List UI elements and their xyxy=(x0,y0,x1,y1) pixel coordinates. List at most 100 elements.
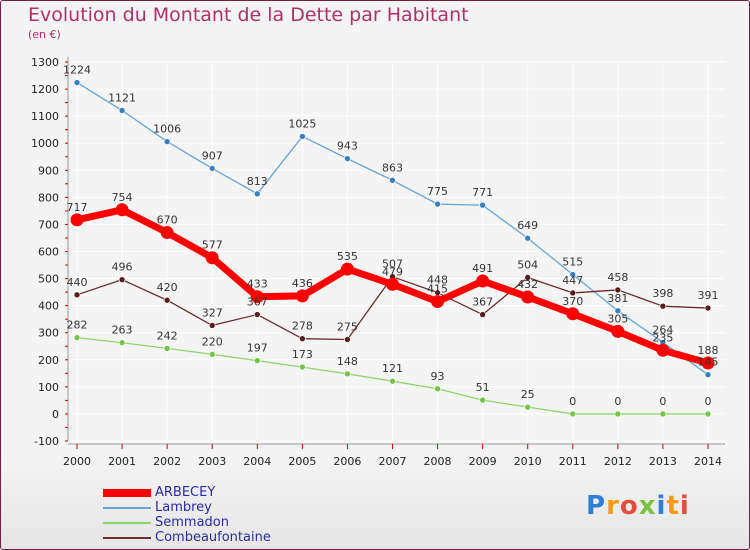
data-label-lambrey: 813 xyxy=(247,175,268,188)
legend-label: Combeaufontaine xyxy=(155,530,271,545)
y-tick-label: 1200 xyxy=(31,83,59,96)
data-point-combeaufontaine xyxy=(704,304,712,312)
data-label-combeaufontaine: 447 xyxy=(562,274,583,287)
data-point-semmadon xyxy=(479,396,486,404)
data-label-combeaufontaine: 507 xyxy=(382,258,403,271)
x-tick-label: 2005 xyxy=(288,455,316,468)
legend-swatch xyxy=(103,489,151,497)
data-point-arbecey xyxy=(250,290,264,304)
data-label-arbecey: 670 xyxy=(157,214,178,227)
data-label-semmadon: 263 xyxy=(112,324,133,337)
y-tick-label: 1000 xyxy=(31,137,59,150)
data-label-lambrey: 775 xyxy=(427,185,448,198)
x-tick-label: 2006 xyxy=(333,455,361,468)
y-tick-label: 1100 xyxy=(31,110,59,123)
x-tick-label: 2007 xyxy=(378,455,406,468)
logo-letter: r xyxy=(606,491,620,521)
data-point-lambrey xyxy=(569,271,577,278)
data-point-semmadon xyxy=(118,339,126,347)
data-label-arbecey: 433 xyxy=(247,278,268,291)
logo-letter: t xyxy=(666,491,680,521)
data-label-arbecey: 370 xyxy=(562,295,583,308)
data-point-arbecey xyxy=(566,307,580,321)
data-point-lambrey xyxy=(163,138,171,145)
data-label-lambrey: 649 xyxy=(517,219,538,232)
x-tick-label: 2008 xyxy=(424,455,452,468)
y-tick-label: 600 xyxy=(38,246,59,259)
data-label-lambrey: 145 xyxy=(697,356,718,369)
legend-label: ARBECEY xyxy=(155,485,216,500)
x-tick-label: 2014 xyxy=(694,455,722,468)
data-point-combeaufontaine xyxy=(208,322,216,329)
data-label-arbecey: 436 xyxy=(292,277,313,290)
legend-label: Semmadon xyxy=(155,515,229,530)
data-point-arbecey xyxy=(205,251,219,265)
y-tick-label: 200 xyxy=(38,354,59,367)
data-point-lambrey xyxy=(614,307,622,315)
data-point-lambrey xyxy=(344,155,351,162)
data-label-semmadon: 0 xyxy=(569,395,576,408)
data-point-arbecey xyxy=(656,343,670,357)
data-label-semmadon: 51 xyxy=(476,381,490,394)
data-label-combeaufontaine: 367 xyxy=(472,296,493,309)
data-point-lambrey xyxy=(434,200,441,208)
x-tick-label: 2009 xyxy=(469,455,497,468)
data-point-semmadon xyxy=(704,410,712,418)
data-label-arbecey: 754 xyxy=(112,191,133,204)
data-label-arbecey: 415 xyxy=(427,283,448,296)
data-label-lambrey: 907 xyxy=(202,149,223,162)
data-label-semmadon: 220 xyxy=(202,335,223,348)
data-point-semmadon xyxy=(614,410,622,418)
y-tick-label: 700 xyxy=(38,218,59,231)
data-point-semmadon xyxy=(344,370,351,378)
legend-swatch xyxy=(103,507,151,509)
legend-label: Lambrey xyxy=(155,500,212,515)
data-point-combeaufontaine xyxy=(299,335,306,342)
data-point-combeaufontaine xyxy=(524,274,532,281)
data-point-arbecey xyxy=(295,289,309,303)
data-point-semmadon xyxy=(524,403,532,411)
data-point-lambrey xyxy=(253,190,261,198)
data-point-combeaufontaine xyxy=(118,276,126,283)
chart-title: Evolution du Montant de la Dette par Hab… xyxy=(28,4,469,26)
data-label-lambrey: 1121 xyxy=(108,91,136,104)
data-label-arbecey: 577 xyxy=(202,239,223,252)
data-point-semmadon xyxy=(569,410,577,418)
data-point-arbecey xyxy=(701,356,715,370)
x-tick-label: 2013 xyxy=(649,455,677,468)
data-label-semmadon: 25 xyxy=(521,388,535,401)
data-point-lambrey xyxy=(208,165,216,172)
x-tick-label: 2001 xyxy=(108,455,136,468)
x-tick-label: 2010 xyxy=(514,455,542,468)
y-tick-label: 800 xyxy=(38,191,59,204)
data-point-semmadon xyxy=(163,345,171,352)
data-point-lambrey xyxy=(118,107,126,114)
data-point-semmadon xyxy=(208,351,216,358)
data-label-semmadon: 148 xyxy=(337,355,358,368)
data-label-semmadon: 0 xyxy=(614,395,621,408)
data-point-lambrey xyxy=(389,177,396,184)
data-label-combeaufontaine: 327 xyxy=(202,306,223,319)
data-point-combeaufontaine xyxy=(659,302,667,310)
data-label-lambrey: 1025 xyxy=(288,117,316,130)
data-label-combeaufontaine: 391 xyxy=(697,289,718,302)
data-label-lambrey: 863 xyxy=(382,161,403,174)
data-point-arbecey xyxy=(385,277,399,291)
data-label-combeaufontaine: 458 xyxy=(607,271,628,284)
logo-letter: i xyxy=(656,491,667,521)
data-label-semmadon: 242 xyxy=(157,329,178,342)
data-label-lambrey: 943 xyxy=(337,140,358,153)
data-point-semmadon xyxy=(253,357,261,364)
y-tick-label: 900 xyxy=(38,164,59,177)
data-label-combeaufontaine: 496 xyxy=(112,261,133,274)
data-label-arbecey: 479 xyxy=(382,265,403,278)
data-point-lambrey xyxy=(479,201,486,209)
data-label-combeaufontaine: 440 xyxy=(67,276,88,289)
data-label-arbecey: 717 xyxy=(67,201,88,214)
x-tick-label: 2012 xyxy=(604,455,632,468)
data-label-arbecey: 188 xyxy=(697,344,718,357)
data-point-semmadon xyxy=(389,377,396,385)
data-label-semmadon: 282 xyxy=(67,319,88,332)
